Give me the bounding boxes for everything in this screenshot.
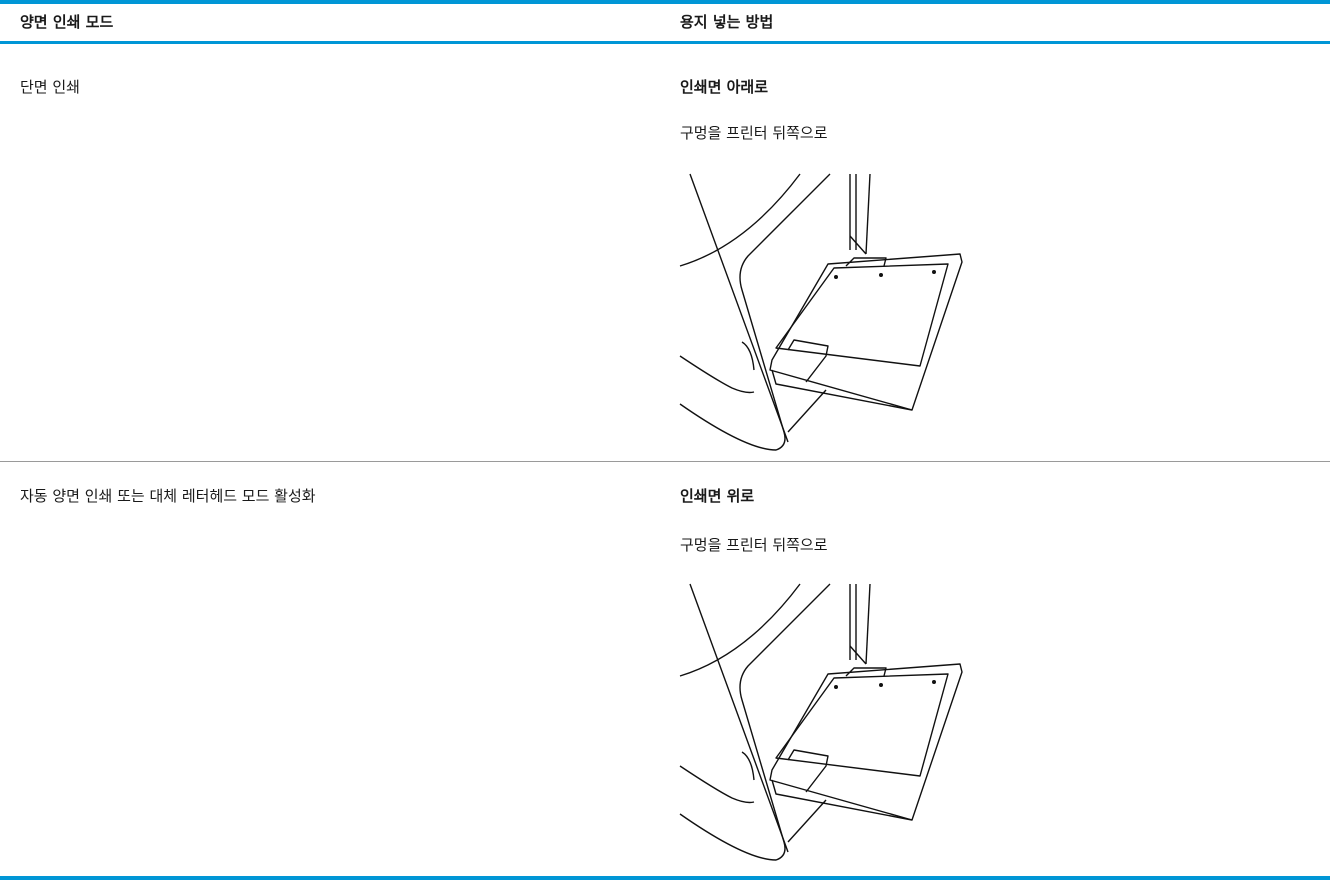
rule	[0, 876, 1330, 880]
rule	[0, 0, 1330, 4]
header-cell: 양면 인쇄 모드	[20, 13, 114, 31]
rule	[0, 461, 1330, 462]
instruction: 구멍을 프린터 뒤쪽으로	[680, 536, 828, 554]
instruction: 구멍을 프린터 뒤쪽으로	[680, 124, 828, 142]
rule	[0, 41, 1330, 44]
mode: 단면 인쇄	[20, 78, 80, 96]
illustration	[679, 173, 963, 451]
mode: 자동 양면 인쇄 또는 대체 레터헤드 모드 활성화	[20, 487, 316, 505]
orientation: 인쇄면 아래로	[680, 78, 769, 96]
illustration	[679, 583, 963, 861]
orientation: 인쇄면 위로	[680, 487, 755, 505]
header-cell: 용지 넣는 방법	[680, 13, 774, 31]
